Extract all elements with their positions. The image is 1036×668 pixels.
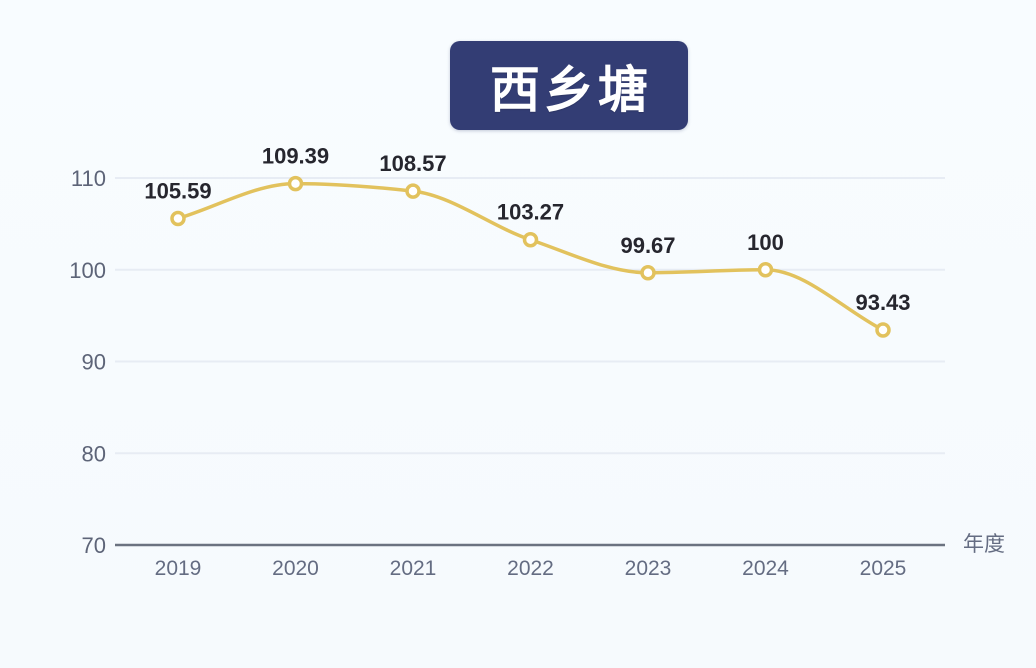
data-point-marker	[170, 210, 186, 227]
x-tick-label: 2022	[507, 557, 554, 580]
data-point-label: 93.43	[855, 290, 910, 315]
y-tick-label: 90	[82, 350, 106, 375]
data-point-label: 108.57	[379, 151, 446, 176]
y-tick-label: 70	[82, 533, 106, 558]
x-tick-label: 2025	[860, 557, 907, 580]
x-tick-label: 2023	[625, 557, 672, 580]
x-tick-label: 2021	[390, 557, 437, 580]
data-point-label: 103.27	[497, 200, 564, 225]
y-tick-label: 100	[69, 258, 106, 283]
x-axis-unit-label: 年度	[963, 533, 1005, 556]
data-point-marker	[522, 231, 539, 248]
x-tick-label: 2019	[155, 557, 202, 580]
chart-title: 西乡塘	[490, 61, 652, 118]
data-point-label: 105.59	[144, 178, 211, 203]
data-point-marker	[757, 262, 774, 278]
y-tick-label: 110	[71, 166, 106, 191]
x-tick-label: 2024	[742, 557, 789, 580]
data-point-label: 109.39	[262, 144, 329, 169]
x-tick-label: 2020	[272, 557, 319, 580]
data-point-label: 99.67	[620, 233, 675, 258]
data-point-marker	[875, 322, 891, 338]
y-tick-label: 80	[82, 441, 106, 466]
data-point-label: 100	[747, 230, 784, 255]
data-point-marker	[405, 183, 421, 199]
data-point-marker	[287, 175, 304, 192]
chart-title-badge: 西乡塘	[450, 41, 688, 130]
data-point-marker	[640, 265, 656, 281]
